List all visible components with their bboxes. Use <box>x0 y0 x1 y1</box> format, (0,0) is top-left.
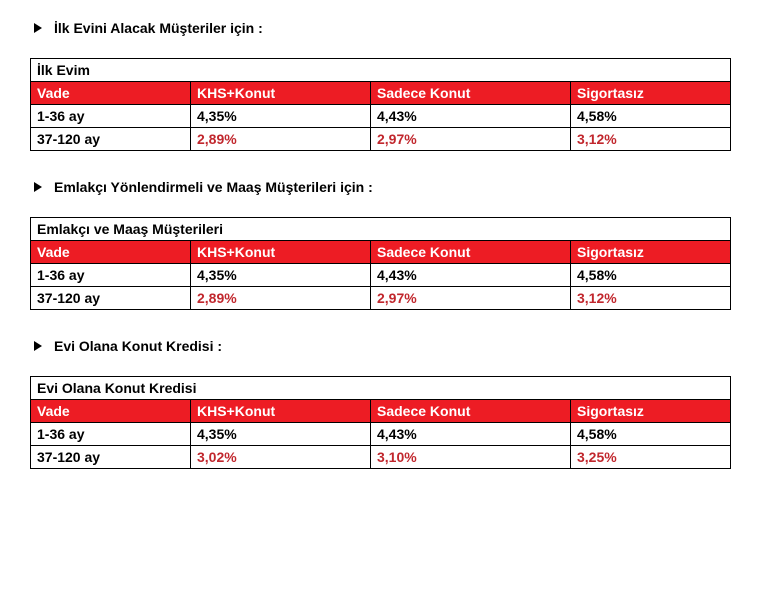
col-header: Vade <box>31 82 191 105</box>
table-row: 37-120 ay 2,89% 2,97% 3,12% <box>31 128 731 151</box>
cell: 37-120 ay <box>31 128 191 151</box>
cell: 1-36 ay <box>31 423 191 446</box>
col-header: Sigortasız <box>571 400 731 423</box>
cell: 1-36 ay <box>31 105 191 128</box>
cell: 4,43% <box>371 264 571 287</box>
col-header: KHS+Konut <box>191 241 371 264</box>
section-heading: Evi Olana Konut Kredisi : <box>30 338 740 354</box>
heading-text: İlk Evini Alacak Müşteriler için : <box>54 20 263 36</box>
col-header: Sadece Konut <box>371 241 571 264</box>
cell: 4,35% <box>191 264 371 287</box>
cell: 1-36 ay <box>31 264 191 287</box>
col-header: Sigortasız <box>571 241 731 264</box>
cell: 4,58% <box>571 423 731 446</box>
section-heading: Emlakçı Yönlendirmeli ve Maaş Müşteriler… <box>30 179 740 195</box>
col-header: KHS+Konut <box>191 82 371 105</box>
cell: 3,02% <box>191 446 371 469</box>
cell: 2,97% <box>371 287 571 310</box>
col-header: Sadece Konut <box>371 82 571 105</box>
col-header: Sadece Konut <box>371 400 571 423</box>
table-row: 37-120 ay 3,02% 3,10% 3,25% <box>31 446 731 469</box>
table-row: 37-120 ay 2,89% 2,97% 3,12% <box>31 287 731 310</box>
table-header-row: Vade KHS+Konut Sadece Konut Sigortasız <box>31 400 731 423</box>
table-row: 1-36 ay 4,35% 4,43% 4,58% <box>31 105 731 128</box>
table-header-row: Vade KHS+Konut Sadece Konut Sigortasız <box>31 82 731 105</box>
rates-table: Evi Olana Konut Kredisi Vade KHS+Konut S… <box>30 376 731 469</box>
table-row: 1-36 ay 4,35% 4,43% 4,58% <box>31 423 731 446</box>
section-realtor-salary: Emlakçı Yönlendirmeli ve Maaş Müşteriler… <box>30 179 740 310</box>
table-title-row: İlk Evim <box>31 59 731 82</box>
section-heading: İlk Evini Alacak Müşteriler için : <box>30 20 740 36</box>
cell: 37-120 ay <box>31 287 191 310</box>
table-title: Emlakçı ve Maaş Müşterileri <box>31 218 731 241</box>
rates-table: İlk Evim Vade KHS+Konut Sadece Konut Sig… <box>30 58 731 151</box>
cell: 4,35% <box>191 105 371 128</box>
arrow-icon <box>34 341 42 351</box>
col-header: Vade <box>31 241 191 264</box>
cell: 3,12% <box>571 128 731 151</box>
cell: 4,43% <box>371 105 571 128</box>
col-header: KHS+Konut <box>191 400 371 423</box>
cell: 2,89% <box>191 128 371 151</box>
cell: 4,43% <box>371 423 571 446</box>
table-title-row: Evi Olana Konut Kredisi <box>31 377 731 400</box>
cell: 2,97% <box>371 128 571 151</box>
col-header: Vade <box>31 400 191 423</box>
table-title-row: Emlakçı ve Maaş Müşterileri <box>31 218 731 241</box>
section-first-home: İlk Evini Alacak Müşteriler için : İlk E… <box>30 20 740 151</box>
table-row: 1-36 ay 4,35% 4,43% 4,58% <box>31 264 731 287</box>
rates-table: Emlakçı ve Maaş Müşterileri Vade KHS+Kon… <box>30 217 731 310</box>
cell: 3,25% <box>571 446 731 469</box>
arrow-icon <box>34 23 42 33</box>
cell: 4,35% <box>191 423 371 446</box>
cell: 4,58% <box>571 264 731 287</box>
section-existing-home: Evi Olana Konut Kredisi : Evi Olana Konu… <box>30 338 740 469</box>
cell: 3,10% <box>371 446 571 469</box>
arrow-icon <box>34 182 42 192</box>
table-header-row: Vade KHS+Konut Sadece Konut Sigortasız <box>31 241 731 264</box>
cell: 2,89% <box>191 287 371 310</box>
heading-text: Evi Olana Konut Kredisi : <box>54 338 222 354</box>
table-title: Evi Olana Konut Kredisi <box>31 377 731 400</box>
table-title: İlk Evim <box>31 59 731 82</box>
cell: 37-120 ay <box>31 446 191 469</box>
col-header: Sigortasız <box>571 82 731 105</box>
cell: 4,58% <box>571 105 731 128</box>
cell: 3,12% <box>571 287 731 310</box>
heading-text: Emlakçı Yönlendirmeli ve Maaş Müşteriler… <box>54 179 373 195</box>
